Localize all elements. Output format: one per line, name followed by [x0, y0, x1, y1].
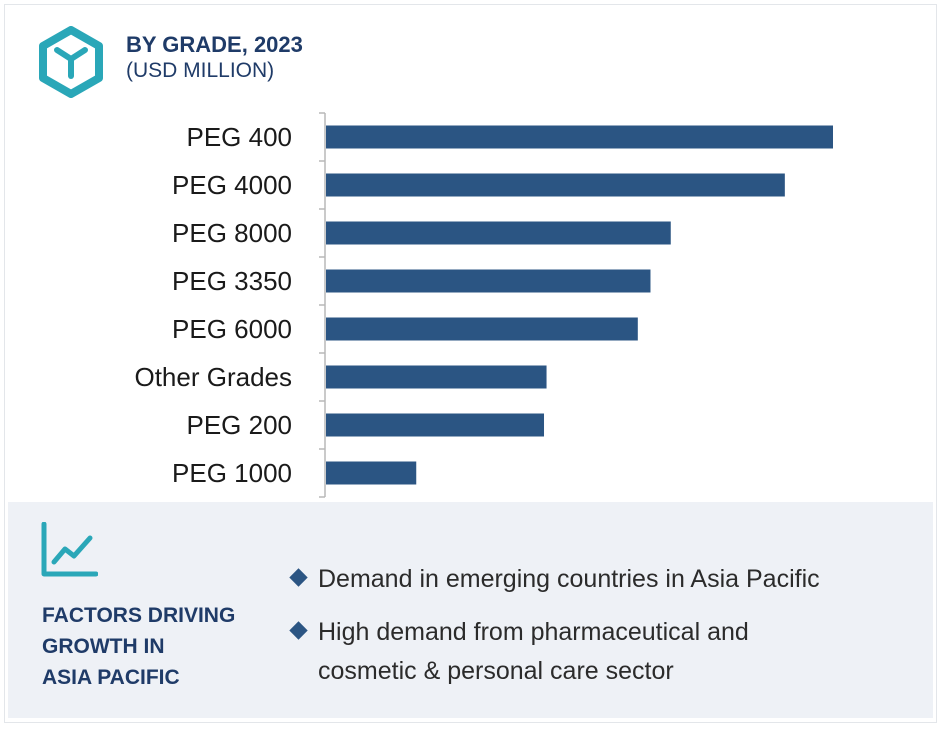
category-label: PEG 4000: [172, 170, 292, 200]
factor-item-text: High demand from pharmaceutical and: [318, 618, 749, 646]
factor-item-text: Demand in emerging countries in Asia Pac…: [318, 565, 820, 593]
category-label: Other Grades: [134, 362, 292, 392]
factor-item: Demand in emerging countries in Asia Pac…: [289, 560, 920, 599]
trend-chart-icon: [41, 522, 98, 577]
category-label: PEG 200: [186, 410, 292, 440]
bar: [326, 317, 638, 341]
factor-item: High demand from pharmaceutical and cosm…: [289, 613, 920, 691]
factors-panel: FACTORS DRIVING GROWTH IN ASIA PACIFIC D…: [8, 502, 933, 718]
category-label: PEG 3350: [172, 266, 292, 296]
diamond-bullet-icon: [289, 621, 308, 640]
bar: [326, 413, 545, 437]
factors-heading-line: GROWTH IN: [42, 635, 165, 658]
bar: [326, 221, 671, 245]
category-label: PEG 400: [186, 122, 292, 152]
chart-header: BY GRADE, 2023 (USD MILLION): [126, 32, 303, 84]
factors-heading-line: FACTORS DRIVING: [42, 604, 236, 627]
factor-list: Demand in emerging countries in Asia Pac…: [289, 560, 920, 705]
bar: [326, 125, 833, 149]
bar: [326, 461, 417, 485]
factors-heading-line: ASIA PACIFIC: [42, 666, 180, 689]
bar: [326, 269, 651, 293]
category-label: PEG 6000: [172, 314, 292, 344]
bar: [326, 365, 547, 389]
diamond-bullet-icon: [289, 568, 308, 587]
chart-subtitle: (USD MILLION): [126, 59, 275, 82]
bar-chart: PEG 400 PEG 4000 PEG 8000 PEG 3350 PEG 6000 O…: [134, 112, 833, 498]
category-label: PEG 8000: [172, 218, 292, 248]
category-label: PEG 1000: [172, 458, 292, 488]
hexagon-y-logo-icon: [39, 26, 103, 98]
bar: [326, 173, 785, 197]
factor-item-text: cosmetic & personal care sector: [318, 657, 674, 685]
factors-heading: FACTORS DRIVING GROWTH IN ASIA PACIFIC: [42, 600, 272, 693]
chart-title: BY GRADE, 2023: [126, 32, 303, 57]
